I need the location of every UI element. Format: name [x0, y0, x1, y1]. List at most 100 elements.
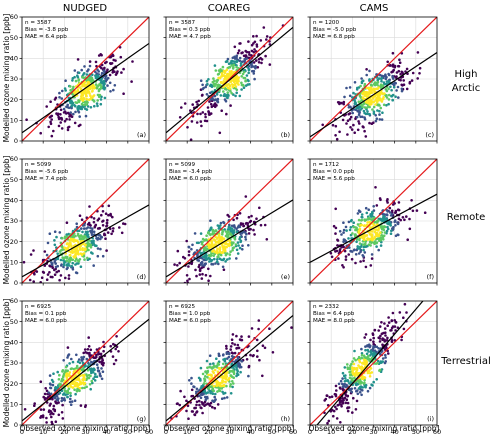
stats-line: Bias = -3.8 ppb	[25, 27, 69, 33]
data-point	[218, 249, 222, 253]
data-point	[66, 395, 69, 399]
scatter-points	[170, 319, 293, 421]
stats-line: n = 5099	[169, 162, 195, 168]
data-point	[369, 215, 373, 218]
x-tick-label: 10	[327, 428, 335, 435]
regression-line	[310, 52, 437, 138]
data-point	[77, 358, 81, 361]
data-point	[90, 240, 93, 243]
data-point	[51, 383, 55, 387]
data-point	[186, 279, 189, 283]
data-point	[374, 103, 377, 106]
panel-label: (a)	[137, 131, 146, 139]
data-point	[197, 99, 200, 103]
data-point	[56, 112, 60, 116]
data-point	[396, 221, 399, 224]
data-point	[74, 79, 78, 83]
data-point	[395, 89, 398, 92]
data-point	[253, 77, 256, 81]
data-point	[188, 379, 191, 382]
data-point	[247, 244, 250, 247]
data-point	[226, 86, 230, 90]
data-point	[201, 411, 204, 415]
data-point	[176, 402, 179, 405]
data-point	[265, 238, 269, 241]
data-point	[94, 372, 97, 376]
data-point	[395, 71, 399, 74]
data-point	[50, 114, 54, 118]
data-point	[66, 356, 69, 359]
data-point	[61, 417, 65, 420]
data-point	[59, 382, 62, 386]
data-point	[226, 91, 229, 94]
data-point	[85, 73, 89, 76]
data-point	[365, 234, 369, 237]
y-tick-label: 0	[14, 279, 18, 287]
data-point	[50, 261, 53, 264]
data-point	[201, 272, 204, 276]
data-point	[360, 81, 364, 85]
x-tick-label: 10	[39, 428, 47, 435]
data-point	[238, 237, 241, 241]
data-point	[394, 234, 398, 238]
data-point	[35, 270, 39, 273]
data-point	[358, 391, 362, 394]
data-point	[189, 138, 193, 141]
data-point	[205, 395, 209, 399]
data-point	[215, 357, 218, 361]
data-point	[348, 94, 352, 98]
data-point	[364, 348, 367, 352]
data-point	[202, 382, 206, 385]
data-point	[217, 227, 221, 230]
data-point	[195, 121, 199, 124]
data-point	[255, 217, 258, 220]
data-point	[28, 278, 32, 282]
data-point	[242, 76, 246, 80]
data-point	[360, 352, 364, 355]
data-point	[397, 78, 401, 81]
data-point	[72, 240, 76, 243]
data-point	[60, 97, 64, 100]
data-point	[60, 389, 64, 393]
data-point	[325, 394, 329, 398]
data-point	[203, 389, 206, 393]
data-point	[357, 120, 360, 123]
data-point	[68, 362, 71, 365]
data-point	[69, 253, 72, 257]
data-point	[244, 79, 247, 83]
data-point	[375, 204, 379, 207]
data-point	[81, 374, 84, 377]
data-point	[247, 215, 251, 219]
data-point	[221, 353, 225, 357]
data-point	[62, 265, 65, 269]
data-point	[205, 359, 209, 363]
data-point	[386, 336, 389, 340]
data-point	[334, 134, 337, 137]
data-point	[232, 63, 236, 67]
data-point	[209, 401, 213, 405]
data-point	[61, 89, 64, 93]
data-point	[230, 64, 233, 67]
data-point	[118, 226, 121, 229]
data-point	[236, 343, 240, 347]
data-point	[372, 336, 376, 340]
data-point	[372, 105, 376, 109]
data-point	[87, 363, 91, 366]
data-point	[62, 392, 66, 395]
data-point	[263, 346, 267, 350]
data-point	[336, 239, 340, 242]
data-point	[249, 353, 252, 357]
data-point	[253, 233, 256, 236]
data-point	[381, 343, 384, 347]
data-point	[376, 109, 379, 112]
data-point	[67, 274, 71, 277]
data-point	[235, 334, 238, 338]
data-point	[397, 64, 400, 68]
regression-line	[22, 204, 149, 278]
regression-line	[22, 42, 149, 134]
data-point	[92, 230, 96, 234]
data-point	[364, 333, 368, 336]
data-point	[95, 86, 98, 89]
data-point	[356, 389, 359, 392]
stats-line: Bias = -5.0 ppb	[313, 27, 357, 33]
